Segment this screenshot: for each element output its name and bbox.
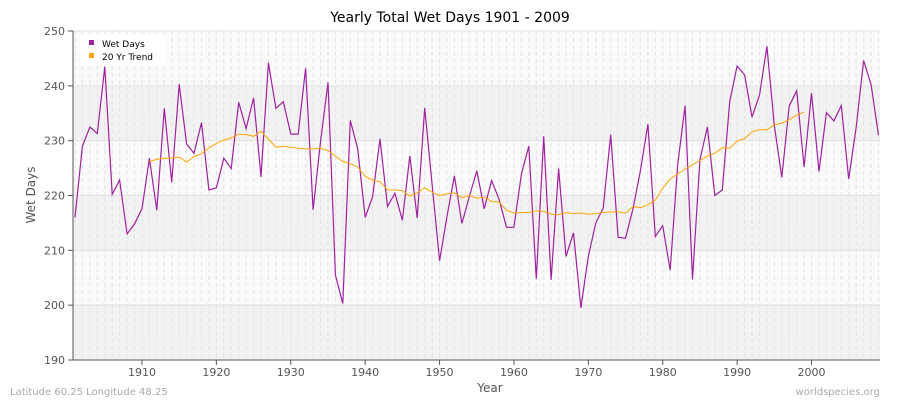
x-axis-label: Year (476, 381, 502, 395)
y-axis-label: Wet Days (24, 166, 38, 223)
y-tick-label: 250 (44, 25, 65, 38)
x-tick-label: 1940 (351, 366, 379, 379)
x-tick-label: 1920 (202, 366, 230, 379)
footer-source: worldspecies.org (796, 387, 880, 398)
x-tick-label: 2000 (798, 366, 826, 379)
x-tick-label: 1980 (649, 366, 677, 379)
legend: Wet Days 20 Yr Trend (80, 34, 166, 66)
x-tick-label: 1910 (128, 366, 156, 379)
y-tick-label: 240 (44, 80, 65, 93)
y-tick-label: 210 (44, 244, 65, 257)
legend-swatch-trend (89, 53, 94, 58)
x-tick-label: 1930 (277, 366, 305, 379)
y-tick-label: 190 (44, 354, 65, 367)
y-tick-label: 220 (44, 190, 65, 203)
trend-line (149, 111, 805, 216)
y-tick-label: 230 (44, 135, 65, 148)
wet-days-line (74, 46, 880, 308)
x-tick-label: 1950 (426, 366, 454, 379)
legend-label: 20 Yr Trend (102, 53, 153, 63)
x-tick-label: 1990 (723, 366, 751, 379)
legend-label: Wet Days (102, 40, 145, 50)
x-tick-label: 1960 (500, 366, 528, 379)
x-tick-label: 1970 (574, 366, 602, 379)
legend-swatch-wet-days (89, 40, 94, 45)
footer-location: Latitude 60.25 Longitude 48.25 (10, 387, 168, 398)
y-tick-label: 200 (44, 299, 65, 312)
chart-title: Yearly Total Wet Days 1901 - 2009 (329, 10, 570, 26)
